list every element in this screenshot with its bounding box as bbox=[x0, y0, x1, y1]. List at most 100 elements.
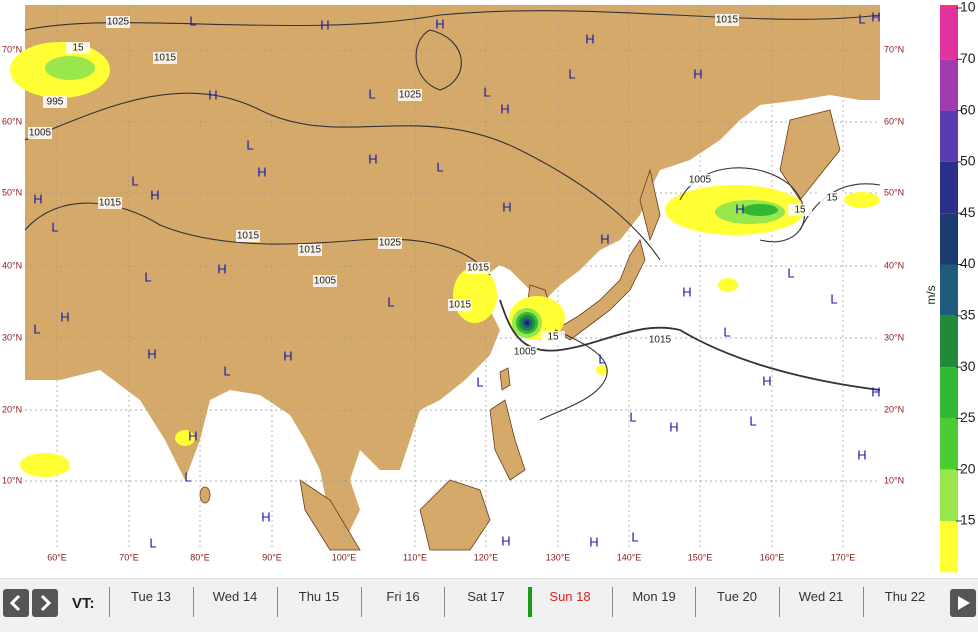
lon-labels: 60°E 70°E 80°E 90°E 100°E 110°E 120°E 130°E 140°… bbox=[47, 552, 855, 562]
separator bbox=[863, 587, 864, 617]
pressure-center: L bbox=[483, 84, 490, 99]
pressure-center: L bbox=[223, 363, 230, 378]
pressure-center: L bbox=[33, 321, 40, 336]
isobar-label-bg bbox=[820, 192, 844, 204]
lon-label: 70°E bbox=[119, 552, 139, 562]
play-button[interactable] bbox=[950, 589, 976, 617]
pressure-center: L bbox=[149, 535, 156, 550]
vt-label: VT: bbox=[72, 595, 95, 612]
colorbar: 10 70 60 50 45 40 35 30 25 20 15 bbox=[940, 0, 976, 573]
isobar-label-bg bbox=[688, 174, 712, 186]
pressure-center: H bbox=[188, 428, 197, 443]
pressure-center: H bbox=[600, 231, 609, 246]
day[interactable]: Sat 17 bbox=[467, 589, 505, 604]
lat-labels: 70°N 70°N 60°N 60°N 50°N 50°N 40°N 40°N 30°N 30°N… bbox=[2, 44, 904, 485]
pressure-center: L bbox=[631, 529, 638, 544]
prev-button[interactable] bbox=[3, 589, 29, 617]
separator bbox=[277, 587, 278, 617]
isobar-label-bg bbox=[513, 346, 537, 358]
pressure-center: H bbox=[150, 187, 159, 202]
isobar-label-bg bbox=[378, 237, 402, 249]
pressure-center: H bbox=[762, 373, 771, 388]
pressure-center: L bbox=[858, 11, 865, 26]
pressure-center: L bbox=[131, 173, 138, 188]
weather-map: 1025 101515101599510051025101510151015102… bbox=[2, 0, 976, 573]
day[interactable]: Thu 15 bbox=[298, 589, 340, 604]
isobar-label-bg bbox=[43, 96, 67, 108]
pressure-center: H bbox=[368, 151, 377, 166]
pressure-center: H bbox=[589, 534, 598, 549]
pressure-center: L bbox=[749, 413, 756, 428]
isobar-label-bg bbox=[541, 331, 565, 343]
colorbar-label: 30 bbox=[960, 358, 976, 374]
pressure-center: H bbox=[693, 66, 702, 81]
separator bbox=[361, 587, 362, 617]
isobar-label: 15 bbox=[72, 43, 84, 54]
isobar-label-bg bbox=[153, 52, 177, 64]
isobar-label-bg bbox=[313, 275, 337, 287]
lat-label: 50°N bbox=[2, 187, 22, 197]
day[interactable]: Sun 18 bbox=[549, 589, 591, 604]
isobar-label-bg bbox=[66, 42, 90, 54]
isobar-label: 15 bbox=[547, 332, 559, 343]
pressure-center: L bbox=[184, 469, 191, 484]
pressure-center: H bbox=[261, 509, 270, 524]
isobar-label: 995 bbox=[47, 97, 64, 108]
day[interactable]: Tue 20 bbox=[717, 589, 757, 604]
pressure-center: H bbox=[500, 101, 509, 116]
isobar-label-bg bbox=[106, 16, 130, 28]
lon-label: 160°E bbox=[760, 552, 785, 562]
isobar-labels: 1025 1015 15 1015 995 1005 1025 1015 1015 1015 102… bbox=[28, 14, 844, 358]
day[interactable]: Wed 14 bbox=[212, 589, 258, 604]
day[interactable]: Thu 22 bbox=[884, 589, 926, 604]
isobar-label-bg bbox=[98, 197, 122, 209]
pressure-center: H bbox=[435, 16, 444, 31]
lat-label-right: 10°N bbox=[884, 475, 904, 485]
next-button[interactable] bbox=[32, 589, 58, 617]
colorbar-label: 15 bbox=[960, 512, 976, 528]
lon-label: 60°E bbox=[47, 552, 67, 562]
pressure-center: L bbox=[144, 269, 151, 284]
isobars bbox=[24, 10, 881, 421]
lat-label-right: 60°N bbox=[884, 116, 904, 126]
colorbar-segment bbox=[940, 59, 958, 111]
separator bbox=[109, 587, 110, 617]
day[interactable]: Mon 19 bbox=[632, 589, 676, 604]
pressure-center: H bbox=[735, 201, 744, 216]
isobar-label: 1005 bbox=[29, 128, 52, 139]
colorbar-segment bbox=[940, 367, 958, 419]
separator bbox=[193, 587, 194, 617]
pressure-center: H bbox=[33, 191, 42, 206]
day[interactable]: Tue 13 bbox=[131, 589, 171, 604]
colorbar-label: 25 bbox=[960, 409, 976, 425]
isobar-label: 15 bbox=[794, 205, 806, 216]
pressure-center: H bbox=[502, 199, 511, 214]
pressure-center: H bbox=[871, 9, 880, 24]
pressure-center: L bbox=[787, 265, 794, 280]
pressure-center: H bbox=[585, 31, 594, 46]
colorbar-segment bbox=[940, 418, 958, 470]
day[interactable]: Wed 21 bbox=[798, 589, 844, 604]
pressure-center: H bbox=[682, 284, 691, 299]
colorbar-segment bbox=[940, 469, 958, 521]
isobar-label: 1015 bbox=[467, 263, 490, 274]
colorbar-unit: m/s bbox=[924, 285, 938, 304]
pressure-center: L bbox=[246, 137, 253, 152]
isobar-label-bg bbox=[28, 127, 52, 139]
lon-label: 90°E bbox=[262, 552, 282, 562]
colorbar-segment bbox=[940, 264, 958, 316]
isobar-label: 1015 bbox=[449, 300, 472, 311]
lat-label-right: 30°N bbox=[884, 332, 904, 342]
pressure-center: L bbox=[568, 66, 575, 81]
lat-label: 60°N bbox=[2, 116, 22, 126]
colorbar-label: 20 bbox=[960, 460, 976, 476]
lat-label: 70°N bbox=[2, 44, 22, 54]
isobar-label-bg bbox=[715, 14, 739, 26]
isobar-label-bg bbox=[448, 299, 472, 311]
pressure-center: H bbox=[669, 419, 678, 434]
pressure-center: L bbox=[51, 219, 58, 234]
isobar-label-bg bbox=[466, 262, 490, 274]
pressure-center: H bbox=[60, 309, 69, 324]
day[interactable]: Fri 16 bbox=[386, 589, 420, 604]
colorbar-label: 40 bbox=[960, 255, 976, 271]
